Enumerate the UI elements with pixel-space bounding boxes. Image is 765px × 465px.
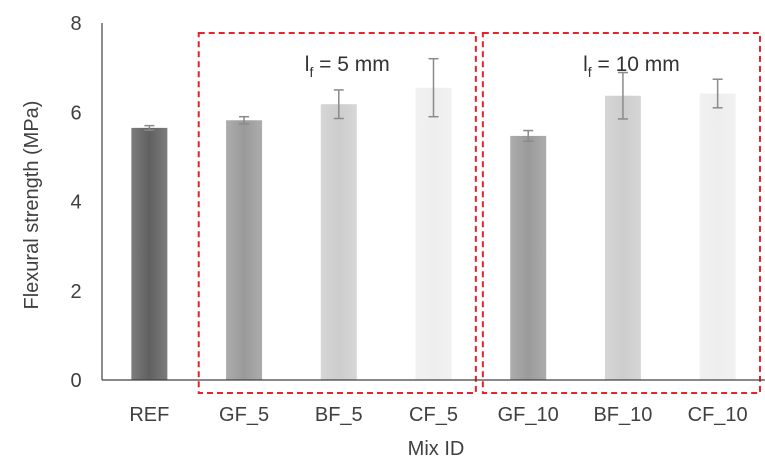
y-tick-label: 8: [70, 13, 81, 35]
bar-bf-5: [320, 104, 357, 380]
fiber-length-groups: lf = 5 mm lf = 10 mm: [197, 32, 761, 394]
bar-cf-5: [415, 87, 452, 381]
y-tick-label: 0: [70, 370, 81, 392]
error-bars: [144, 57, 723, 143]
group-box: [481, 32, 761, 394]
x-tick-label: BF_10: [593, 404, 652, 426]
axes: [101, 23, 765, 381]
x-tick-label: BF_5: [315, 404, 363, 426]
error-bar: [428, 57, 439, 118]
error-bar: [617, 71, 628, 120]
x-tick-label: GF_10: [498, 404, 559, 426]
y-tick-labels: 0 2 4 6 8: [70, 13, 81, 392]
x-tick-label: REF: [129, 404, 169, 426]
group-label: lf = 5 mm: [305, 53, 390, 80]
error-bar: [333, 89, 344, 120]
error-bar: [712, 78, 723, 109]
error-bar: [523, 129, 534, 143]
x-tick-label: CF_5: [409, 404, 458, 426]
x-category-labels: REF GF_5 BF_5 CF_5 GF_10 BF_10 CF_10: [129, 404, 747, 426]
bars: [131, 87, 736, 381]
x-axis-title: Mix ID: [408, 438, 465, 460]
y-tick-label: 2: [70, 281, 81, 303]
group-label: lf = 10 mm: [583, 53, 680, 80]
bar-ref: [131, 127, 168, 381]
bar-bf-10: [604, 95, 641, 381]
y-axis-title: Flexural strength (MPa): [21, 101, 43, 310]
y-tick-label: 6: [70, 102, 81, 124]
x-tick-label: CF_10: [688, 404, 748, 426]
bar-gf-5: [226, 120, 263, 380]
group-box: [197, 32, 477, 394]
x-tick-label: GF_5: [219, 404, 269, 426]
bar-gf-10: [510, 135, 547, 380]
error-bar: [144, 124, 155, 131]
bar-cf-10: [699, 93, 736, 380]
y-tick-label: 4: [70, 192, 81, 214]
error-bar: [239, 115, 250, 125]
